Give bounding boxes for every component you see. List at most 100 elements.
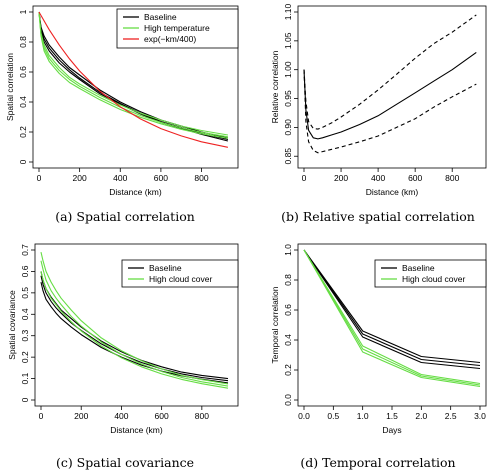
x-tick-label: 800	[445, 173, 459, 183]
legend-label: High cloud cover	[149, 274, 212, 284]
y-tick-label: 0.0	[283, 394, 293, 406]
baseline-line-0	[303, 249, 481, 364]
legend-box	[121, 259, 239, 288]
x-tick-label: 600	[155, 411, 169, 421]
legend-label: Baseline	[144, 12, 177, 22]
x-tick-label: 0	[302, 173, 307, 183]
y-tick-label: 1.00	[283, 61, 293, 78]
x-tick-label: 1.0	[357, 411, 369, 421]
x-tick-label: 200	[334, 173, 348, 183]
y-tick-label: 0.2	[20, 351, 30, 363]
x-tick-label: 200	[74, 411, 88, 421]
legend-label: Baseline	[402, 263, 435, 273]
caption-b: (b) Relative spatial correlation	[281, 209, 475, 224]
y-axis-label: Spatial correlation	[5, 53, 15, 121]
x-tick-label: 800	[195, 411, 209, 421]
y-tick-label: 0.8	[18, 36, 28, 48]
x-tick-label: 600	[408, 173, 422, 183]
x-tick-label: 1.5	[386, 411, 398, 421]
legend-label: Baseline	[149, 263, 182, 273]
y-tick-label: 0.2	[18, 126, 28, 138]
y-tick-label: 0.5	[20, 287, 30, 299]
x-tick-label: 0.5	[327, 411, 339, 421]
y-axis-label: Temporal correlation	[270, 286, 280, 363]
x-tick-label: 800	[194, 173, 208, 183]
x-tick-label: 0	[37, 173, 42, 183]
y-tick-label: 0.7	[20, 244, 30, 256]
baseline-line-2	[40, 281, 229, 384]
baseline-line-1	[40, 275, 229, 382]
y-tick-label: 0.3	[20, 330, 30, 342]
high-temperature-line-3	[38, 11, 228, 136]
high-cloud-cover-line-4	[40, 260, 229, 387]
high-cloud-cover-line-5	[40, 271, 229, 389]
baseline-line-2	[303, 249, 481, 370]
chart-panel-c: 0 200 400 600 800 0 0.1 0.2 0.3 0.4 0.5 0.6 0.7 Dista…	[0, 238, 248, 456]
caption-a: (a) Spatial correlation	[55, 209, 195, 224]
solid-line-0	[303, 51, 477, 140]
chart-panel-b: 0 200 400 600 800 0.85 0.90 0.95 1.00 1.05 1.10 Dis…	[248, 0, 495, 218]
y-tick-label: 0.8	[283, 274, 293, 286]
legend-box	[374, 259, 487, 288]
x-tick-label: 2.5	[445, 411, 457, 421]
spatial-correlation-chart: 0 200 400 600 800 0 0.2 0.4 0.6 0.8 1 Distance (km)…	[5, 5, 239, 197]
x-tick-label: 600	[154, 173, 168, 183]
temporal-correlation-chart: 0.0 0.5 1.0 1.5 2.0 2.5 3.0 0.0 0.2 0.4 0.6 0.8 1.0 D…	[270, 243, 487, 435]
y-tick-label: 0.90	[283, 119, 293, 136]
y-tick-label: 1.0	[283, 244, 293, 256]
dashed-line-2	[303, 69, 477, 154]
y-tick-label: 1.10	[283, 3, 293, 20]
dashed-line-1	[303, 14, 477, 130]
high-cloud-cover-line-3	[303, 249, 481, 385]
x-tick-label: 0.0	[298, 411, 310, 421]
spatial-covariance-chart: 0 200 400 600 800 0 0.1 0.2 0.3 0.4 0.5 0.6 0.7 Dista…	[7, 243, 239, 435]
caption-c: (c) Spatial covariance	[55, 455, 195, 470]
y-tick-label: 0.6	[20, 265, 30, 277]
x-tick-label: 200	[73, 173, 87, 183]
plot-frame	[34, 243, 239, 407]
y-tick-label: 1	[18, 9, 28, 14]
high-cloud-cover-line-3	[40, 251, 229, 385]
high-temperature-line-4	[38, 11, 228, 138]
chart-panel-a: 0 200 400 600 800 0 0.2 0.4 0.6 0.8 1 Distance (km)…	[0, 0, 248, 218]
x-axis-label: Distance (km)	[109, 187, 162, 197]
x-tick-label: 3.0	[474, 411, 486, 421]
y-axis-label: Relative correlation	[270, 50, 280, 123]
x-tick-label: 400	[114, 411, 128, 421]
x-axis-label: Distance (km)	[110, 425, 163, 435]
legend-label: High cloud cover	[402, 274, 465, 284]
y-tick-label: 0	[20, 397, 30, 402]
y-tick-label: 0.4	[20, 308, 30, 320]
x-tick-label: 400	[113, 173, 127, 183]
y-axis-label: Spatial covariance	[7, 290, 17, 360]
exp-km-400--line-6	[38, 11, 229, 148]
y-tick-label: 0.6	[283, 304, 293, 316]
y-tick-label: 0.95	[283, 90, 293, 107]
y-tick-label: 0.85	[283, 148, 293, 165]
y-tick-label: 0.4	[18, 96, 28, 108]
y-tick-label: 0.2	[283, 364, 293, 376]
legend-label: High temperature	[144, 23, 210, 33]
x-tick-label: 0	[39, 411, 44, 421]
y-tick-label: 1.05	[283, 32, 293, 49]
x-axis-label: Days	[382, 425, 401, 435]
y-tick-label: 0	[18, 159, 28, 164]
y-tick-label: 0.6	[18, 66, 28, 78]
x-axis-label: Distance (km)	[366, 187, 419, 197]
chart-panel-d: 0.0 0.5 1.0 1.5 2.0 2.5 3.0 0.0 0.2 0.4 0.6 0.8 1.0 D…	[248, 238, 495, 456]
x-tick-label: 400	[371, 173, 385, 183]
y-tick-label: 0.1	[20, 372, 30, 384]
high-cloud-cover-line-4	[303, 249, 481, 386]
caption-d: (d) Temporal correlation	[300, 455, 456, 470]
baseline-line-1	[303, 249, 481, 367]
plot-frame	[32, 5, 239, 169]
relative-correlation-chart: 0 200 400 600 800 0.85 0.90 0.95 1.00 1.05 1.10 Dis…	[270, 3, 487, 197]
y-tick-label: 0.4	[283, 334, 293, 346]
high-temperature-line-5	[38, 11, 228, 139]
legend-label: exp(−km/400)	[144, 34, 196, 44]
x-tick-label: 2.0	[415, 411, 427, 421]
high-cloud-cover-line-5	[303, 249, 481, 388]
